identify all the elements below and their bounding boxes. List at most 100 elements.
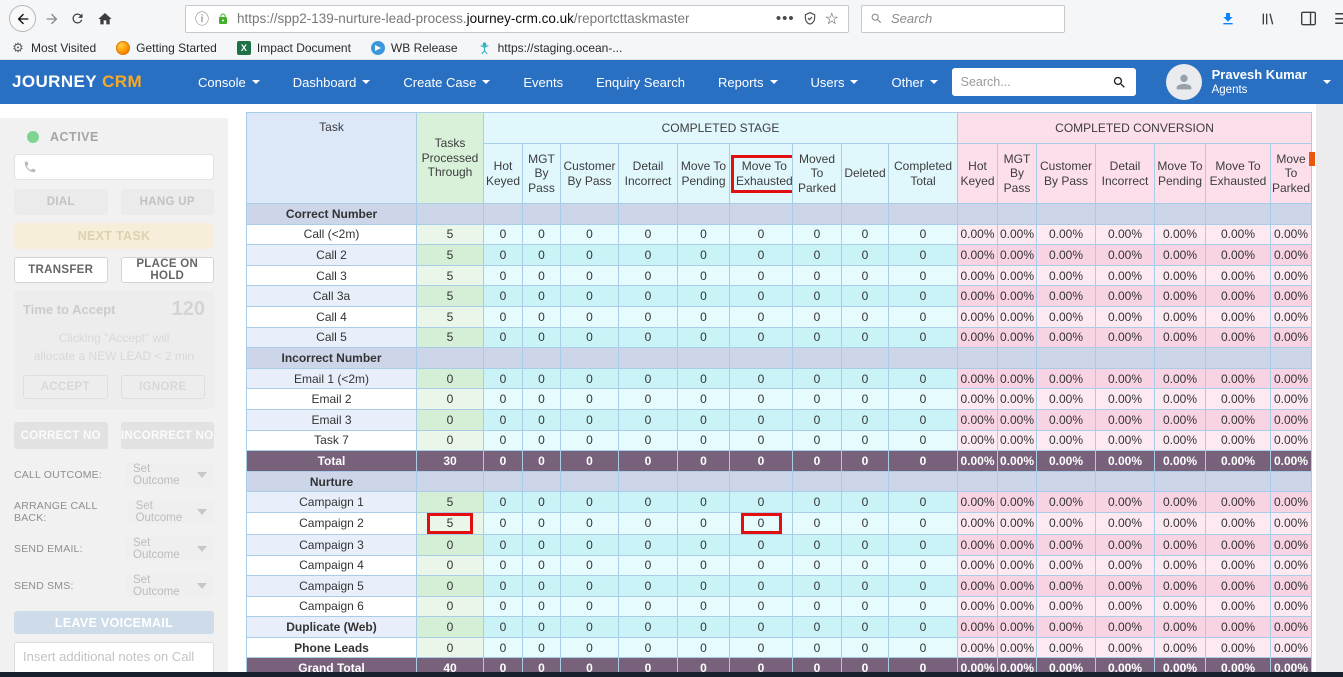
cell-call-3a--conv-mgt-by-pass: 0.00%: [997, 285, 1037, 307]
cell-campaign-5--conv-move-to-parked: 0.00%: [1269, 575, 1312, 597]
cell-call-3--stage-moved-to-parked: 0: [792, 264, 842, 287]
outcome-label: SEND EMAIL:: [14, 543, 83, 555]
cell-campaign-6--conv-move-to-pending: 0.00%: [1154, 595, 1206, 618]
outcome-row-send-email: SEND EMAIL: Set Outcome: [14, 537, 214, 561]
shield-icon[interactable]: [803, 11, 817, 26]
cell-call-4--conv-customer-by-pass: 0.00%: [1036, 305, 1096, 328]
col-header-detail-incorrect: Detail Incorrect: [618, 143, 678, 204]
col-header-mgt-by-pass: MGT By Pass: [522, 143, 561, 204]
browser-search-input[interactable]: [891, 11, 1056, 26]
cell-incorrect-number--conv-detail-incorrect: [1095, 347, 1155, 369]
cell-call-3--conv-detail-incorrect: 0.00%: [1095, 264, 1155, 287]
cell-call-4--stage-deleted: 0: [841, 305, 889, 328]
cell-call-2m--stage-mgt-by-pass: 0: [522, 223, 561, 246]
report-row-call-2: Call 2 5 0 0 0 0 0 0 0 0 0 0.00% 0.00% 0.00% 0.00% 0.00…: [246, 244, 1312, 266]
cell-task-7--conv-move-to-pending: 0.00%: [1154, 429, 1206, 452]
bookmark-getting-started[interactable]: Getting Started: [116, 41, 217, 55]
cell-call-2m--conv-customer-by-pass: 0.00%: [1036, 223, 1096, 246]
cell-campaign-5--conv-hot-keyed: 0.00%: [957, 575, 998, 597]
app-search-input[interactable]: [960, 75, 1112, 89]
window-bottom-edge: [0, 672, 1343, 677]
url-text: https://spp2-139-nurture-lead-process.jo…: [237, 11, 690, 26]
cell-call-3--conv-hot-keyed: 0.00%: [957, 264, 998, 287]
hang-up-button[interactable]: HANG UP: [120, 189, 214, 215]
cell-email-2--conv-detail-incorrect: 0.00%: [1095, 388, 1155, 410]
cell-call-4--stage-mgt-by-pass: 0: [522, 305, 561, 328]
nav-item-label: Create Case: [403, 74, 477, 90]
cell-campaign-5--stage-mgt-by-pass: 0: [522, 575, 561, 597]
reload-icon[interactable]: [70, 11, 85, 26]
cell-email-1-2m--stage-moved-to-parked: 0: [792, 367, 842, 390]
cell-campaign-1--conv-move-to-exhausted: 0.00%: [1205, 491, 1271, 513]
cell-task-7--conv-move-to-parked: 0.00%: [1269, 429, 1312, 452]
cell-phone-leads--conv-move-to-exhausted: 0.00%: [1205, 636, 1271, 659]
correct-no-button[interactable]: CORRECT NO: [14, 422, 108, 449]
cell-incorrect-number--conv-move-to-parked: [1269, 347, 1312, 369]
menu-icon[interactable]: ☰: [1334, 11, 1343, 28]
bookmark-star-icon[interactable]: ☆: [824, 10, 839, 28]
cell-campaign-6--conv-mgt-by-pass: 0.00%: [997, 595, 1037, 618]
leave-voicemail-button[interactable]: LEAVE VOICEMAIL: [14, 611, 214, 634]
forward-icon[interactable]: [44, 11, 60, 27]
nav-item-users[interactable]: Users: [811, 75, 859, 90]
download-icon[interactable]: [1220, 11, 1236, 27]
nav-item-enquiry-search[interactable]: Enquiry Search: [596, 75, 685, 90]
url-bar[interactable]: ⓘ https://spp2-139-nurture-lead-process.…: [185, 4, 849, 33]
outcome-select-send-email[interactable]: Set Outcome: [126, 537, 214, 561]
library-icon[interactable]: [1260, 11, 1276, 27]
phone-number-input[interactable]: [44, 160, 205, 174]
user-menu[interactable]: Pravesh Kumar Agents: [1165, 64, 1331, 100]
incorrect-no-button[interactable]: INCORRECT NO: [120, 422, 214, 449]
bookmark-label: https://staging.ocean-...: [497, 41, 623, 55]
cell-campaign-4--conv-customer-by-pass: 0.00%: [1036, 554, 1096, 577]
nav-item-console[interactable]: Console: [198, 75, 260, 90]
cell-call-2m--stage-customer-by-pass: 0: [560, 223, 619, 246]
outcome-select-arrange-call-back[interactable]: Set Outcome: [128, 500, 214, 524]
browser-search: [861, 4, 1065, 33]
report-row-email-1-2m: Email 1 (<2m) 0 0 0 0 0 0 0 0 0 0 0.00% 0.00% 0.00% 0.…: [246, 367, 1312, 390]
site-info-icon[interactable]: ⓘ: [195, 10, 209, 27]
nav-item-reports[interactable]: Reports: [718, 75, 778, 90]
call-notes-textarea[interactable]: [14, 642, 214, 672]
bookmark-staging-ocean[interactable]: https://staging.ocean-...: [478, 41, 623, 55]
cell-call-5--stage-moved-to-parked: 0: [792, 326, 842, 349]
cell-call-2--stage-deleted: 0: [841, 244, 889, 266]
sidebar-toggle-icon[interactable]: [1300, 11, 1317, 26]
transfer-button[interactable]: TRANSFER: [14, 257, 108, 283]
cell-campaign-4--conv-move-to-exhausted: 0.00%: [1205, 554, 1271, 577]
brand-logo[interactable]: JOURNEY CRM: [12, 72, 143, 91]
partial-red-highlight: [1309, 152, 1315, 166]
cell-grand-total--conv-hot-keyed: 0.00%: [957, 657, 998, 672]
ignore-button[interactable]: IGNORE: [120, 375, 205, 399]
nav-item-other[interactable]: Other: [891, 75, 938, 90]
dial-button[interactable]: DIAL: [14, 189, 108, 215]
cell-call-3--stage-move-to-exhausted: 0: [729, 264, 793, 287]
home-icon[interactable]: [97, 11, 113, 27]
cell-call-4--stage-customer-by-pass: 0: [560, 305, 619, 328]
bookmark-wb-release[interactable]: WB Release: [370, 41, 458, 55]
place-on-hold-button[interactable]: PLACE ON HOLD: [120, 257, 214, 283]
cell-call-5--conv-move-to-pending: 0.00%: [1154, 326, 1206, 349]
cell-campaign-4--stage-hot-keyed: 0: [483, 554, 523, 577]
accept-button[interactable]: ACCEPT: [23, 375, 108, 399]
cell-call-2m--stage-completed-total: 0: [888, 223, 958, 246]
bookmark-impact-document[interactable]: X Impact Document: [236, 41, 351, 55]
bookmark-most-visited[interactable]: ⚙ Most Visited: [11, 40, 96, 55]
page-actions-icon[interactable]: •••: [775, 10, 795, 27]
back-icon[interactable]: [9, 5, 36, 32]
nav-item-events[interactable]: Events: [523, 75, 563, 90]
cell-incorrect-number--stage-move-to-exhausted: [729, 347, 793, 369]
outcome-select-send-sms[interactable]: Set Outcome: [126, 574, 214, 598]
cell-task-7--task: Task 7: [246, 429, 417, 452]
cell-email-2--task: Email 2: [246, 388, 417, 410]
nav-item-dashboard[interactable]: Dashboard: [293, 75, 371, 90]
cell-nurture--stage-move-to-pending: [677, 470, 730, 493]
search-icon[interactable]: [1112, 75, 1127, 90]
nav-item-create-case[interactable]: Create Case: [403, 74, 491, 90]
chevron-down-icon: [197, 546, 207, 552]
cell-email-3--stage-mgt-by-pass: 0: [522, 408, 561, 431]
cell-call-2m--stage-hot-keyed: 0: [483, 223, 523, 246]
outcome-select-call-outcome[interactable]: Set Outcome: [126, 463, 214, 487]
cell-email-1-2m--conv-hot-keyed: 0.00%: [957, 367, 998, 390]
next-task-button[interactable]: NEXT TASK: [14, 223, 214, 249]
